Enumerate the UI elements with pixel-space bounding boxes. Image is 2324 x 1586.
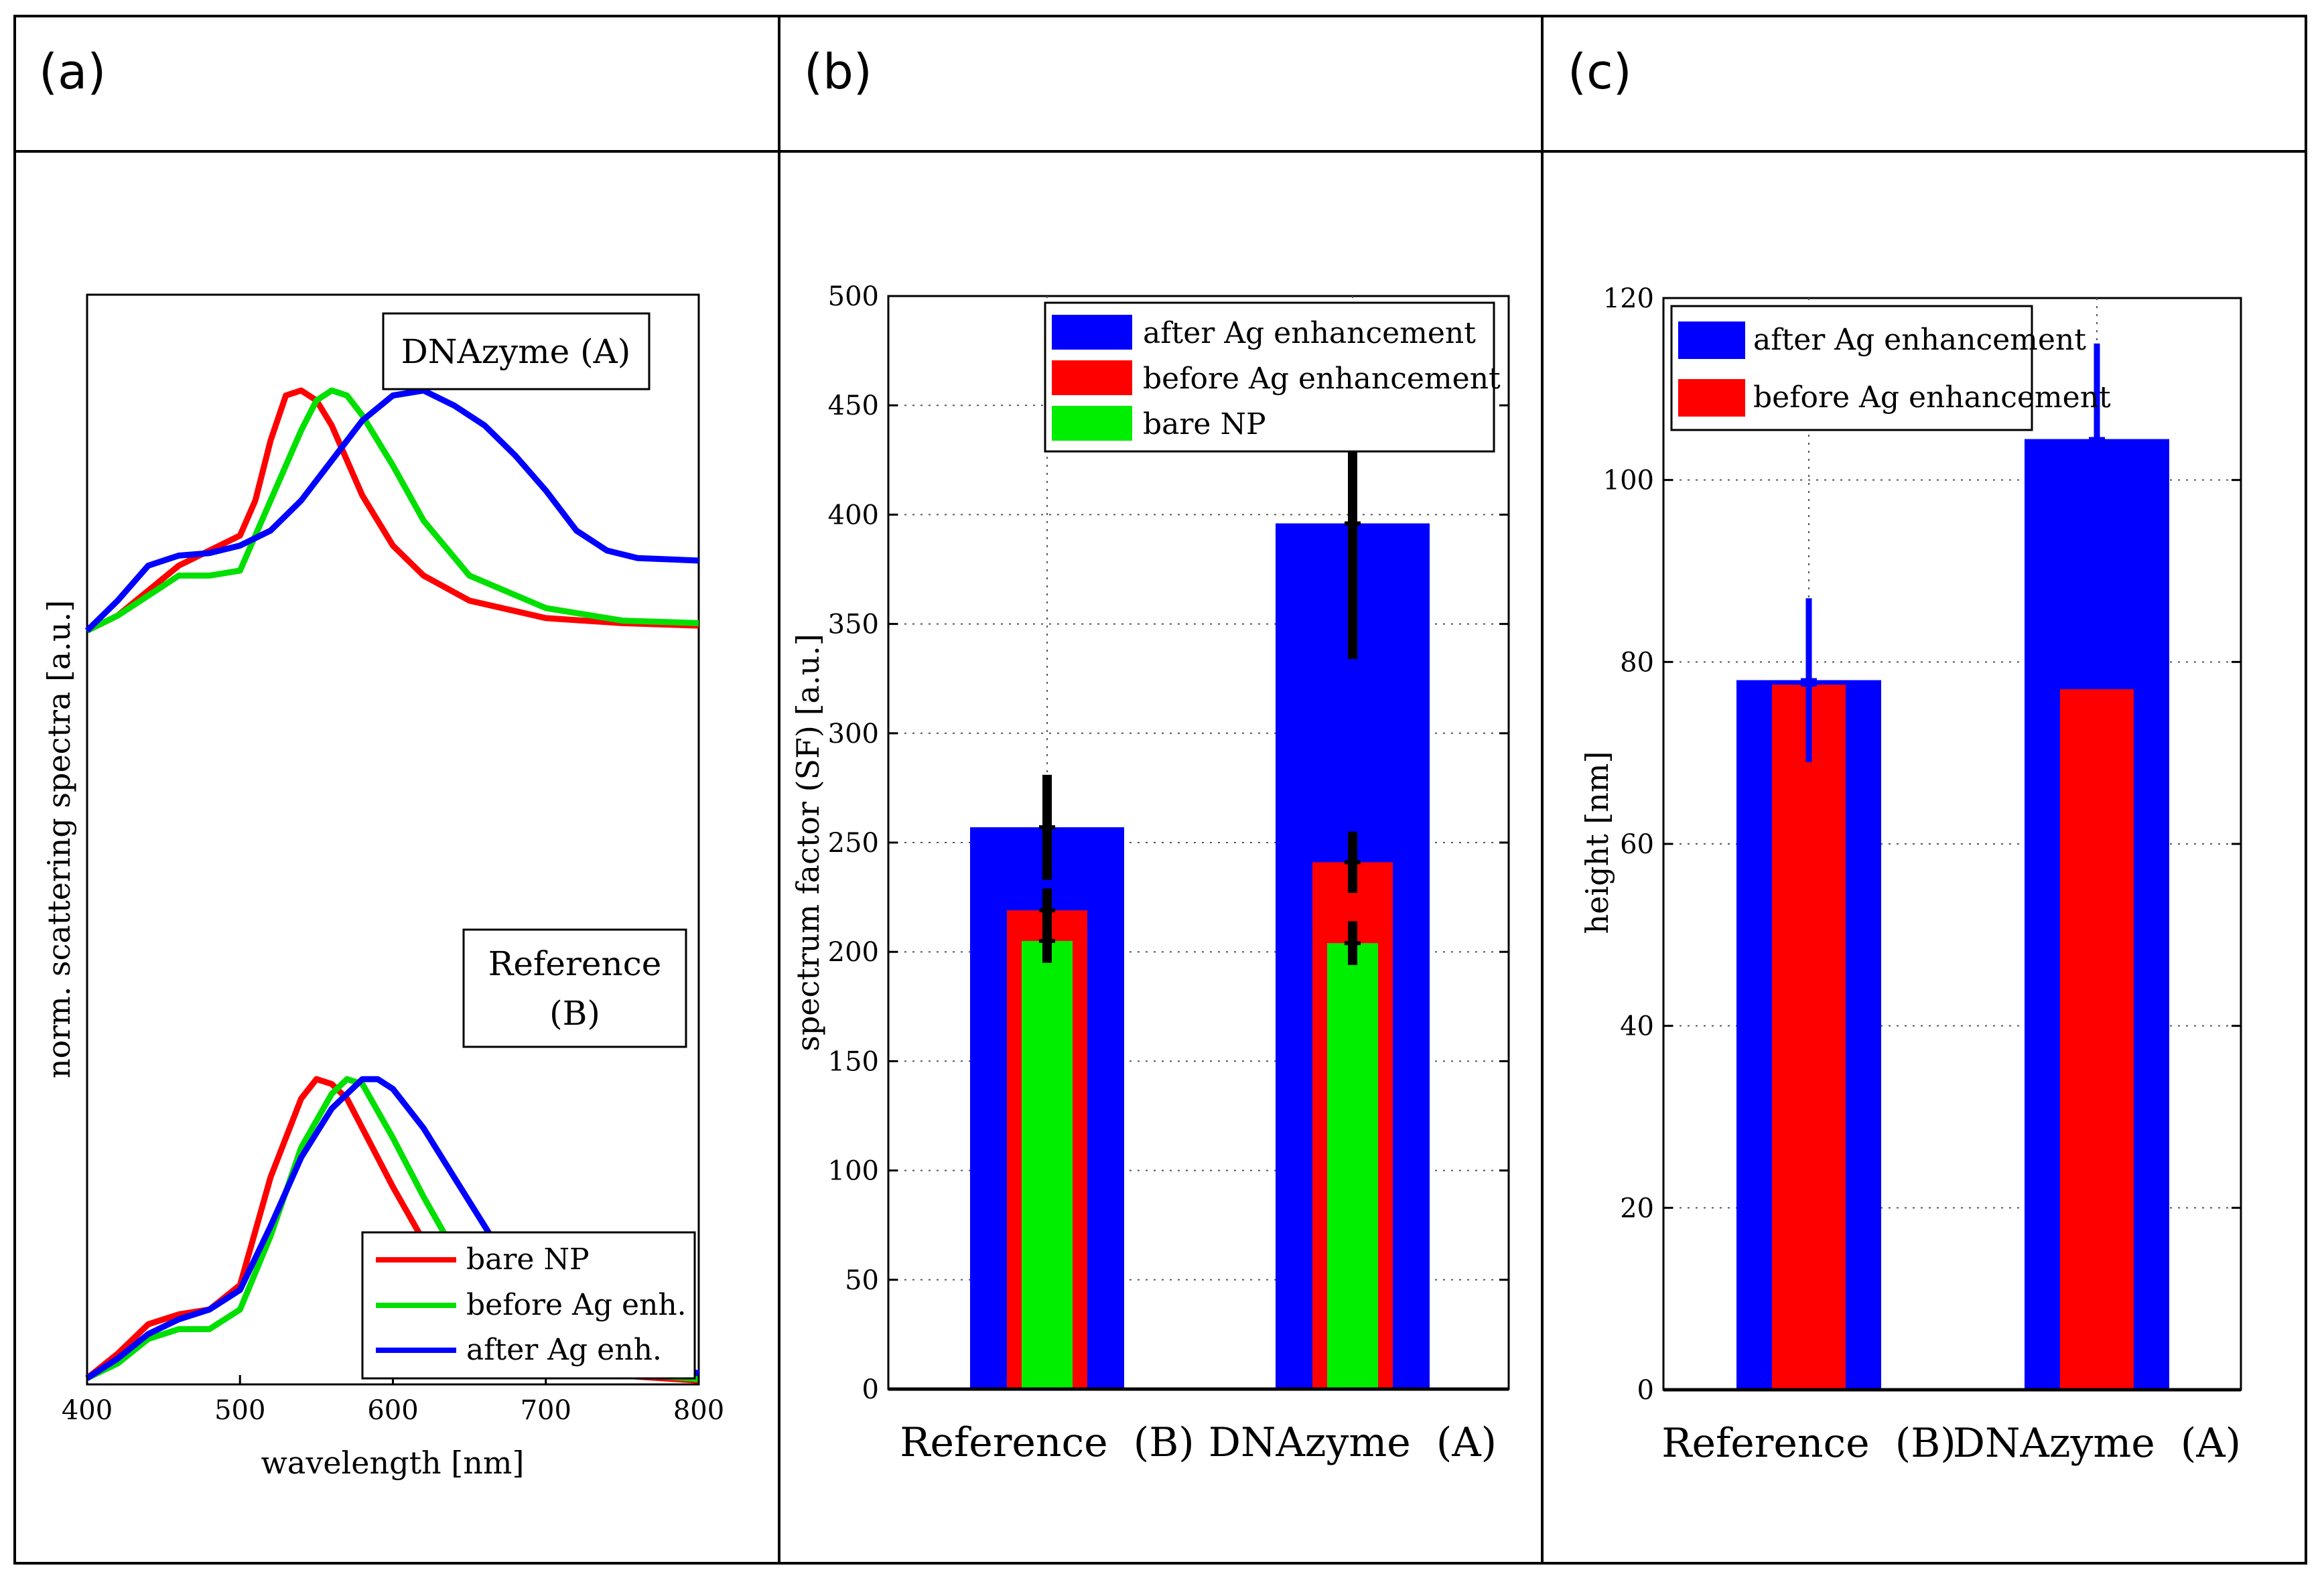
chartC-y-tick-label-40: 40 (1620, 1011, 1654, 1042)
chartB-y-tick-label-200: 200 (828, 937, 879, 968)
legend-c-label-before: before Ag enhancement (1753, 380, 2111, 415)
chart-c-bars (1663, 343, 2241, 1392)
chartB-y-tick-label-300: 300 (828, 719, 879, 749)
panel-label-b: (b) (804, 44, 872, 100)
legend-c-label-after: after Ag enhancement (1753, 323, 2086, 357)
annotation-reference: Reference (B) (462, 928, 687, 1048)
chartC-y-tick-label-60: 60 (1620, 829, 1654, 860)
line-dnazyme-a-before-ag-enh (86, 387, 699, 634)
chartB-y-tick-label-500: 500 (828, 281, 879, 312)
annotation-reference-text-2: (B) (549, 994, 600, 1033)
chartB-y-tick-label-50: 50 (845, 1265, 879, 1296)
legend-b-label-after: after Ag enhancement (1143, 316, 1476, 350)
chart-b-categories: Reference (B) DNAzyme (A) (900, 1419, 1497, 1466)
chartB-y-tick-label-0: 0 (862, 1374, 879, 1405)
legend-a-label-before: before Ag enh. (466, 1288, 687, 1322)
chart-c-y-label: height [nm] (1579, 751, 1615, 934)
bar-before-ag-enhancement-dnazyme-a (2060, 689, 2134, 1390)
chartB-category-reference-b: Reference (B) (900, 1419, 1194, 1466)
chart-c-categories: Reference (B)DNAzyme (A) (1661, 1420, 2241, 1467)
chartB-category-dnazyme-a: DNAzyme (A) (1209, 1419, 1497, 1466)
chartC-y-tick-label-120: 120 (1603, 283, 1654, 314)
annotation-reference-text-1: Reference (488, 944, 662, 983)
annotation-dnazyme-box (382, 312, 651, 390)
chartB-y-tick-label-100: 100 (828, 1156, 879, 1187)
chart-b-bars (888, 388, 1509, 1391)
legend-b-label-bare: bare NP (1143, 407, 1266, 441)
legend-b-swatch-bare (1052, 406, 1132, 441)
chart-b-y-label: spectrum factor (SF) [a.u.] (790, 634, 826, 1052)
legend-c-swatch-after (1678, 321, 1745, 359)
chartC-category-dnazyme-a: DNAzyme (A) (1953, 1420, 2241, 1467)
panel-label-c: (c) (1568, 44, 1632, 100)
table-border (13, 15, 2307, 1565)
line-dnazyme-a-after-ag-enh (84, 387, 699, 633)
bar-bare-np-reference-b (1022, 940, 1073, 1389)
chartC-y-tick-label-80: 80 (1620, 647, 1654, 678)
annotation-reference-box (462, 928, 687, 1048)
chart-c-y-ticks: 0 20 40 60 80 100 120 (1603, 283, 2241, 1406)
panel-label-a: (a) (39, 44, 106, 100)
chartB-y-tick-label-400: 400 (828, 500, 879, 530)
legend-c-swatch-before (1678, 379, 1745, 417)
x-tick-label-600: 600 (367, 1395, 418, 1426)
chart-a-legend: bare NP before Ag enh. after Ag enh. (361, 1231, 696, 1380)
chartB-y-tick-label-350: 350 (828, 609, 879, 640)
bar-bare-np-dnazyme-a (1327, 943, 1378, 1389)
chart-a-x-ticks: 400 500 600 700 800 (62, 1375, 724, 1426)
x-tick-label-400: 400 (62, 1395, 113, 1426)
annotation-dnazyme: DNAzyme (A) (382, 312, 651, 390)
chart-a-plot-area (86, 293, 700, 1386)
chartC-category-reference-b: Reference (B) (1661, 1420, 1956, 1467)
chart-a-x-label: wavelength [nm] (261, 1445, 525, 1481)
chartC-y-tick-label-100: 100 (1603, 465, 1654, 496)
legend-a-label-after: after Ag enh. (466, 1333, 662, 1367)
chartC-y-tick-label-20: 20 (1620, 1193, 1654, 1224)
chartB-y-tick-label-150: 150 (828, 1046, 879, 1077)
legend-b-swatch-before (1052, 360, 1132, 395)
chartB-y-tick-label-250: 250 (828, 828, 879, 859)
x-tick-label-700: 700 (521, 1395, 571, 1426)
bar-before-ag-enhancement-reference-b (1772, 684, 1846, 1390)
chartC-y-tick-label-0: 0 (1637, 1375, 1654, 1406)
line-dnazyme-a-bare-np (86, 387, 699, 634)
chart-c: 0 20 40 60 80 100 120 Reference (B)DNAzyme (A)… (1579, 283, 2242, 1467)
chart-a: 400 500 600 700 800 wavelength [nm] norm. sc… (41, 293, 724, 1481)
chart-a-y-label: norm. scattering spectra [a.u.] (41, 600, 77, 1078)
table-frame (13, 15, 2307, 1565)
chart-b-legend: after Ag enhancement before Ag enhanceme… (1044, 301, 1501, 453)
legend-b-swatch-after (1052, 315, 1132, 350)
x-tick-label-800: 800 (673, 1395, 724, 1426)
chart-b: 0 50 100 150 200 250 300 350 400 450 500 Reference… (790, 281, 1510, 1466)
annotation-dnazyme-text: DNAzyme (A) (401, 332, 631, 371)
x-tick-label-500: 500 (214, 1395, 265, 1426)
chart-b-y-ticks: 0 50 100 150 200 250 300 350 400 450 500 (828, 281, 1509, 1405)
legend-b-label-before: before Ag enhancement (1143, 362, 1501, 396)
legend-a-label-bare: bare NP (466, 1242, 590, 1277)
chartB-y-tick-label-450: 450 (828, 390, 879, 421)
chart-c-legend: after Ag enhancement before Ag enhanceme… (1670, 305, 2111, 431)
